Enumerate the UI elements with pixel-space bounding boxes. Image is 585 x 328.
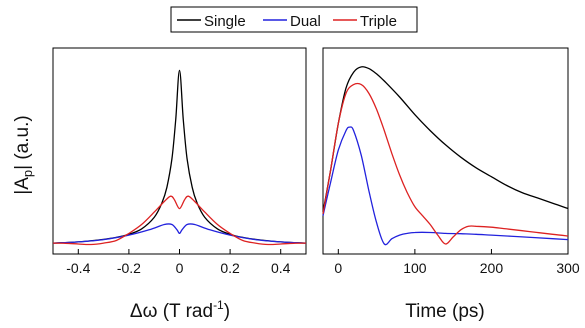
ticks-right: 0 100 200 300 (334, 249, 580, 276)
legend-label-dual: Dual (290, 13, 321, 30)
x-tick-label: 300 (556, 260, 580, 276)
series-single-left (52, 69, 307, 244)
x-axis-label-left-tail: ) (224, 301, 230, 322)
legend: Single Dual Triple (170, 6, 418, 33)
y-axis-label-tail: | (a.u.) (12, 115, 33, 170)
x-tick-label: 200 (480, 260, 504, 276)
y-axis-label-sub: p (20, 170, 35, 177)
ticks-left: -0.4 -0.2 0 0.2 0.4 (66, 249, 291, 276)
x-axis-label-right: Time (ps) (405, 301, 485, 322)
x-tick-label: 0.4 (271, 260, 291, 276)
series-dual-right (322, 126, 569, 246)
x-tick-label: 0 (334, 260, 342, 276)
x-axis-label-left-main: Δω (T rad (130, 301, 213, 322)
x-axis-label-left: Δω (T rad-1) (130, 298, 230, 322)
x-axis-label-left-sup: -1 (213, 298, 224, 312)
plot-frame-left (52, 47, 307, 255)
x-tick-label: 0 (176, 260, 184, 276)
series-dual-left (52, 223, 307, 244)
panel-right: 0 100 200 300 Time (ps) (322, 47, 580, 322)
legend-label-single: Single (204, 13, 246, 30)
legend-label-triple: Triple (360, 13, 397, 30)
series-triple-right (322, 82, 569, 245)
y-axis-label-main: |A (12, 177, 33, 195)
series-single-right (322, 66, 569, 213)
series-triple-left (52, 195, 307, 246)
plot-frame-right (322, 47, 569, 255)
x-tick-label: 0.2 (220, 260, 240, 276)
curves-left (52, 69, 307, 246)
x-tick-label: 100 (403, 260, 427, 276)
y-axis-label: |Ap| (a.u.) (12, 115, 35, 194)
x-tick-label: -0.2 (117, 260, 141, 276)
legend-box (170, 6, 418, 33)
panel-left: -0.4 -0.2 0 0.2 0.4 Δω (T rad-1) (52, 47, 307, 322)
curves-right (322, 66, 569, 246)
x-tick-label: -0.4 (66, 260, 90, 276)
